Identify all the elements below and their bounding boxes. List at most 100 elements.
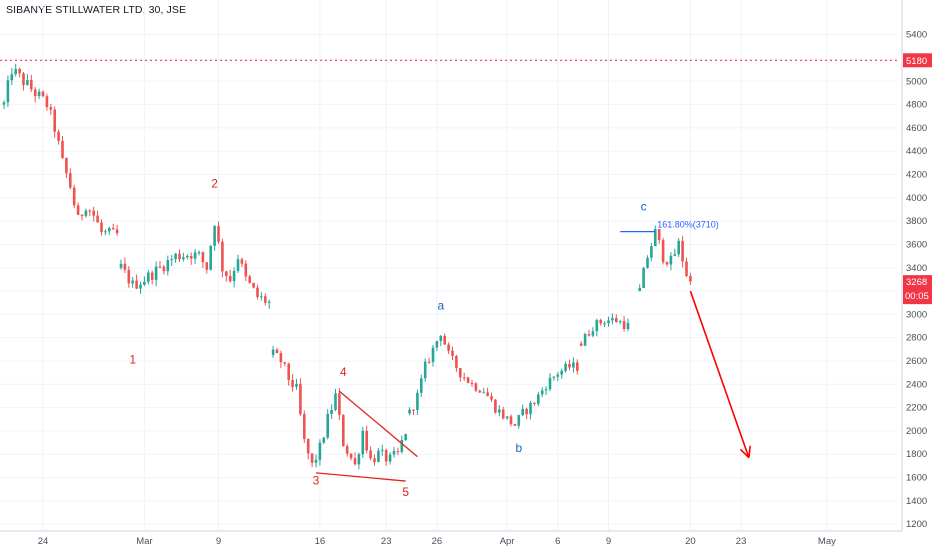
candle-down bbox=[373, 458, 376, 463]
candle-up bbox=[84, 210, 88, 216]
candle-up bbox=[572, 362, 575, 368]
candle-down bbox=[299, 383, 302, 415]
candle-down bbox=[287, 363, 290, 381]
candle-down bbox=[525, 408, 528, 415]
candle-down bbox=[264, 296, 267, 303]
candle-up bbox=[603, 323, 606, 325]
candle-down bbox=[478, 390, 482, 393]
candle-down bbox=[486, 392, 489, 397]
candle-up bbox=[2, 102, 6, 105]
countdown-text: 00:05 bbox=[905, 291, 929, 302]
candle-down bbox=[365, 430, 368, 451]
candle-down bbox=[451, 350, 454, 356]
x-tick-label: May bbox=[818, 536, 836, 547]
candle-down bbox=[76, 205, 80, 215]
candle-up bbox=[529, 402, 532, 415]
candle-down bbox=[61, 140, 64, 159]
candle-up bbox=[650, 246, 653, 258]
candle-down bbox=[490, 396, 493, 400]
candle-up bbox=[552, 376, 556, 378]
wave-label-c: c bbox=[641, 200, 647, 214]
candle-down bbox=[127, 269, 131, 284]
candle-down bbox=[189, 255, 193, 259]
candle-up bbox=[537, 394, 540, 404]
y-tick-label: 3800 bbox=[906, 216, 927, 227]
candle-down bbox=[587, 334, 591, 336]
candle-up bbox=[147, 272, 150, 282]
candle-down bbox=[427, 361, 431, 363]
price-axis-bg bbox=[902, 0, 932, 550]
candle-up bbox=[209, 245, 212, 270]
candle-up bbox=[583, 334, 587, 346]
candle-down bbox=[53, 109, 56, 132]
candle-down bbox=[225, 271, 228, 276]
candle-down bbox=[69, 173, 72, 188]
y-tick-label: 3600 bbox=[906, 239, 927, 250]
candle-down bbox=[509, 416, 513, 425]
candle-down bbox=[470, 382, 474, 384]
candle-down bbox=[162, 266, 166, 272]
candle-up bbox=[197, 252, 201, 254]
candle-down bbox=[240, 259, 244, 264]
candle-up bbox=[408, 409, 411, 414]
level-badge-text: 5180 bbox=[906, 56, 927, 67]
candle-down bbox=[205, 262, 209, 270]
y-tick-label: 1600 bbox=[906, 473, 927, 484]
candle-up bbox=[236, 259, 240, 271]
candle-up bbox=[318, 442, 322, 460]
candle-down bbox=[158, 266, 162, 268]
candle-up bbox=[654, 229, 657, 247]
candle-up bbox=[260, 296, 263, 298]
candle-up bbox=[357, 454, 361, 465]
candle-up bbox=[131, 280, 134, 284]
candle-down bbox=[57, 131, 60, 141]
candle-up bbox=[143, 281, 146, 285]
candle-down bbox=[657, 229, 661, 241]
candle-up bbox=[10, 74, 14, 81]
x-tick-label: 26 bbox=[432, 536, 443, 547]
candle-down bbox=[123, 263, 127, 270]
candle-up bbox=[626, 322, 630, 330]
candle-down bbox=[622, 321, 626, 330]
candle-up bbox=[267, 301, 271, 303]
candle-down bbox=[80, 214, 84, 216]
candle-down bbox=[72, 187, 76, 206]
candle-up bbox=[595, 319, 599, 332]
candle-up bbox=[334, 393, 337, 410]
candle-down bbox=[18, 68, 21, 74]
last-price-badge bbox=[903, 275, 932, 305]
y-tick-label: 5000 bbox=[906, 76, 927, 87]
candle-up bbox=[330, 409, 333, 415]
candle-up bbox=[6, 80, 10, 103]
candle-up bbox=[139, 284, 142, 289]
candle-down bbox=[30, 79, 33, 90]
y-tick-label: 2800 bbox=[906, 333, 927, 344]
candle-up bbox=[193, 252, 197, 259]
candle-up bbox=[404, 433, 407, 441]
y-tick-label: 2000 bbox=[906, 426, 927, 437]
candle-down bbox=[96, 215, 99, 223]
candle-up bbox=[611, 318, 614, 321]
candle-down bbox=[41, 91, 45, 97]
candle-down bbox=[345, 446, 349, 454]
candle-up bbox=[498, 409, 501, 413]
candle-up bbox=[388, 454, 392, 462]
x-tick-label: 9 bbox=[216, 536, 221, 547]
candle-down bbox=[150, 272, 154, 280]
x-tick-label: 9 bbox=[606, 536, 611, 547]
y-tick-label: 4000 bbox=[906, 193, 927, 204]
candle-down bbox=[283, 362, 287, 364]
x-tick-label: 6 bbox=[555, 536, 560, 547]
x-tick-label: 23 bbox=[736, 536, 747, 547]
candle-up bbox=[119, 263, 123, 268]
trend-line bbox=[315, 472, 406, 482]
candle-down bbox=[615, 318, 618, 323]
x-tick-label: 16 bbox=[315, 536, 326, 547]
candle-up bbox=[517, 415, 521, 426]
candle-down bbox=[221, 241, 224, 272]
annotations: 1 2 3 4 5 a b c 161.80%(3710) bbox=[0, 59, 898, 499]
candle-down bbox=[45, 96, 49, 108]
candle-down bbox=[201, 252, 205, 263]
candle-up bbox=[186, 255, 189, 258]
